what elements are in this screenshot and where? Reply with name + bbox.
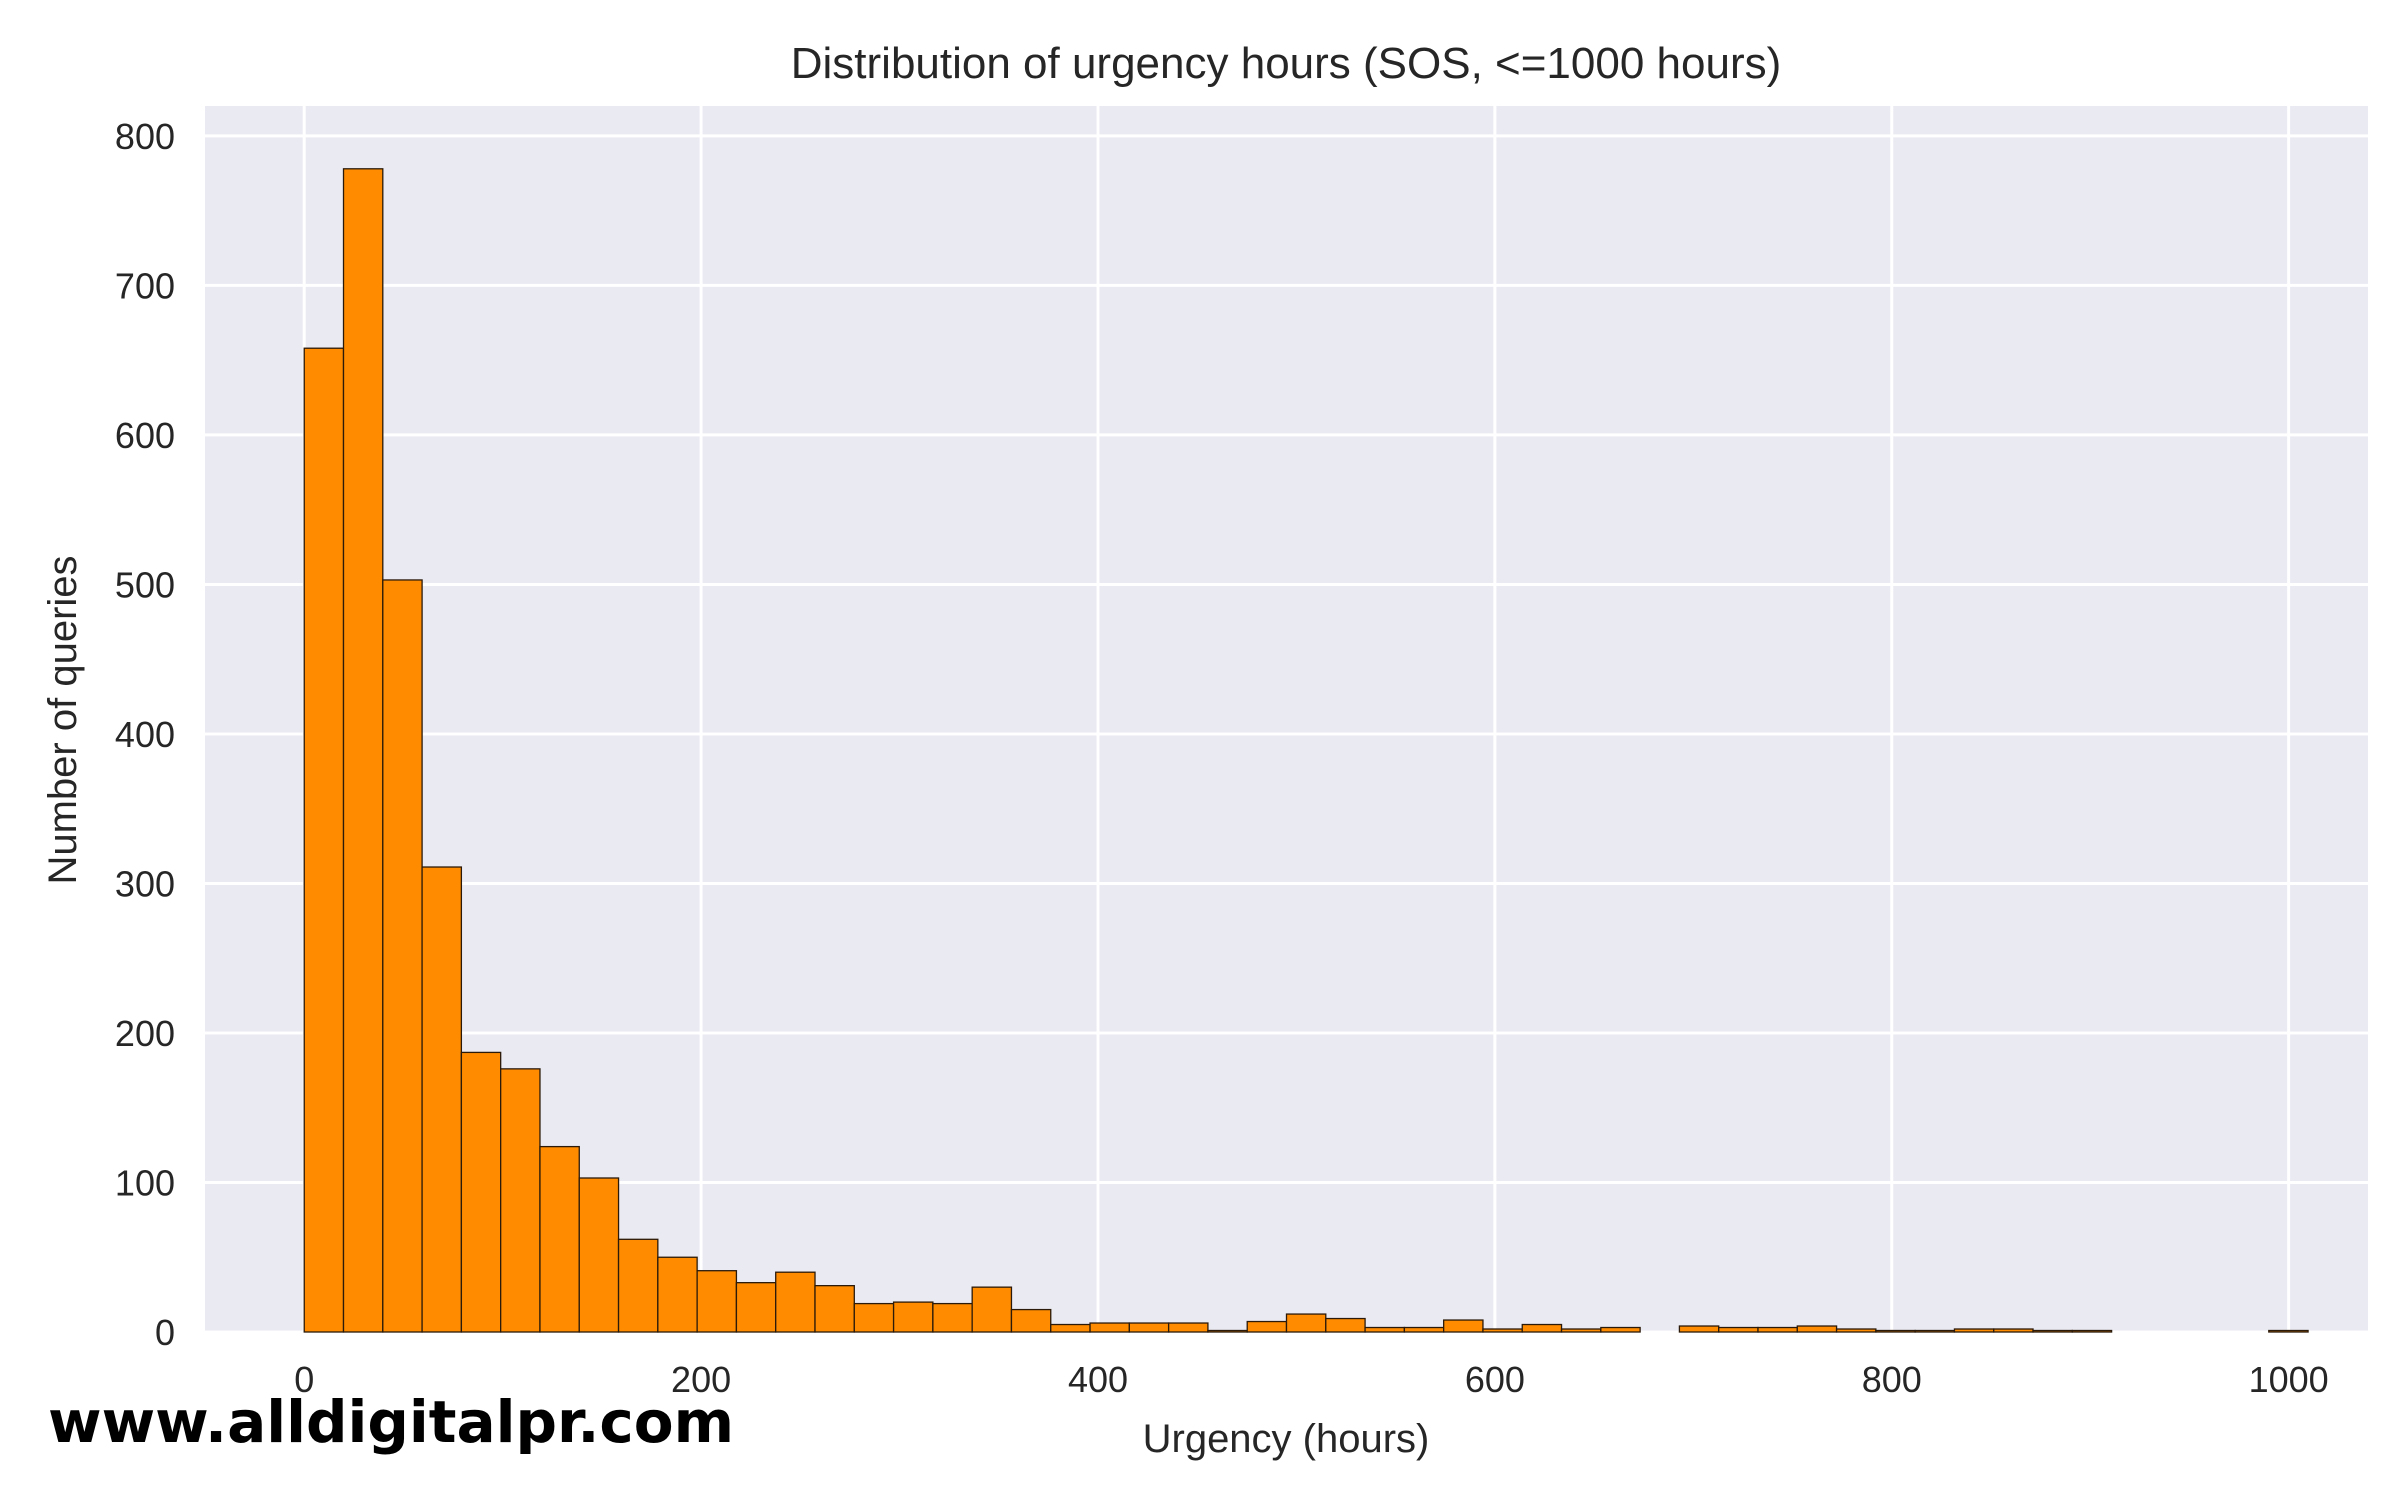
watermark-url: www.alldigitalpr.com xyxy=(48,1388,735,1456)
plot-area xyxy=(205,106,2368,1332)
histogram-bar xyxy=(1757,1326,1798,1333)
histogram-bar xyxy=(1443,1319,1484,1333)
histogram-bar xyxy=(2032,1329,2073,1333)
y-tick-label: 800 xyxy=(115,116,175,157)
histogram-bar xyxy=(1403,1326,1445,1333)
histogram-bar xyxy=(578,1177,620,1333)
y-axis-label: Number of queries xyxy=(41,555,85,884)
y-tick-label: 400 xyxy=(115,714,175,755)
x-axis-label: Urgency (hours) xyxy=(1143,1417,1430,1461)
histogram-bar xyxy=(1835,1328,1877,1333)
y-tick-label: 100 xyxy=(115,1162,175,1203)
x-tick-label: 400 xyxy=(1068,1359,1128,1400)
histogram-bar xyxy=(892,1301,934,1333)
histogram-bar xyxy=(1207,1329,1248,1333)
x-tick-label: 200 xyxy=(671,1359,731,1400)
histogram-bar xyxy=(735,1282,777,1333)
x-axis-ticks: 0 200 400 600 800 1000 xyxy=(294,1359,2328,1400)
histogram-bar xyxy=(1482,1328,1523,1333)
histogram-bar xyxy=(500,1068,541,1333)
histogram-bar xyxy=(1128,1322,1170,1333)
y-axis-ticks: 0 100 200 300 400 500 600 700 800 xyxy=(115,116,175,1353)
histogram-bar xyxy=(1914,1329,1956,1333)
histogram-bar xyxy=(932,1302,973,1333)
histogram-bar xyxy=(696,1270,738,1333)
histogram-bar xyxy=(2268,1329,2309,1333)
histogram-bar xyxy=(1600,1326,1641,1333)
histogram-bar xyxy=(1089,1322,1130,1333)
histogram-bar xyxy=(1167,1322,1209,1333)
x-tick-label: 800 xyxy=(1862,1359,1922,1400)
y-tick-label: 500 xyxy=(115,564,175,605)
histogram-bar xyxy=(421,866,463,1333)
histogram-bar xyxy=(1050,1323,1091,1333)
histogram-bar xyxy=(1285,1313,1327,1333)
histogram-bar xyxy=(1993,1328,2034,1333)
histogram-bar xyxy=(814,1285,855,1333)
x-tick-label: 600 xyxy=(1465,1359,1525,1400)
histogram-bar xyxy=(1953,1328,1995,1333)
histogram-bar xyxy=(382,579,423,1333)
histogram-bar xyxy=(342,168,384,1333)
x-tick-label: 1000 xyxy=(2249,1359,2329,1400)
histogram-bar xyxy=(775,1271,816,1333)
y-tick-label: 200 xyxy=(115,1013,175,1054)
histogram-bar xyxy=(1364,1326,1406,1333)
histogram-bar xyxy=(539,1145,580,1333)
x-tick-label: 0 xyxy=(294,1359,314,1400)
bars xyxy=(303,168,2309,1333)
histogram-bar xyxy=(1875,1329,1916,1333)
histogram-bar xyxy=(1718,1326,1759,1333)
histogram-bar xyxy=(460,1051,502,1333)
y-tick-label: 300 xyxy=(115,863,175,904)
chart-title: Distribution of urgency hours (SOS, <=10… xyxy=(791,39,1782,88)
histogram-bar xyxy=(1796,1325,1838,1333)
histogram-bar xyxy=(853,1302,895,1333)
y-tick-label: 700 xyxy=(115,265,175,306)
histogram-bar xyxy=(1560,1328,1602,1333)
histogram-bar xyxy=(617,1238,659,1333)
histogram-bar xyxy=(1246,1320,1288,1333)
histogram-bar xyxy=(1010,1308,1052,1333)
histogram-bar xyxy=(1521,1323,1563,1333)
histogram-bar xyxy=(303,347,345,1333)
histogram-bar xyxy=(657,1256,698,1333)
histogram-bar xyxy=(2071,1329,2113,1333)
histogram-bar xyxy=(1678,1325,1720,1333)
histogram-bar xyxy=(971,1286,1013,1333)
y-tick-label: 0 xyxy=(155,1312,175,1353)
y-tick-label: 600 xyxy=(115,415,175,456)
histogram-bar xyxy=(1325,1317,1366,1333)
